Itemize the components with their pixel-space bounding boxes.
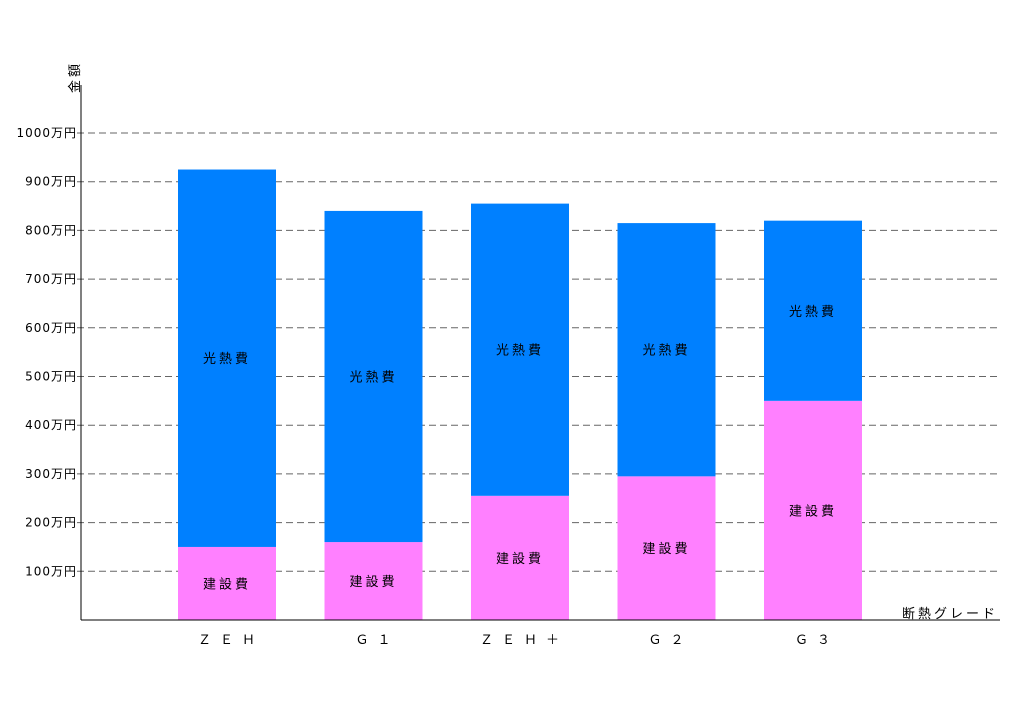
y-tick-label: 400万円 — [25, 418, 77, 432]
y-tick-labels: 100万円 200万円 300万円 400万円 500万円 600万円 700万円 800万円… — [16, 126, 77, 578]
y-tick-label: 700万円 — [25, 272, 77, 286]
y-tick-label: 800万円 — [25, 223, 77, 237]
bar-segment — [764, 220, 862, 401]
y-tick-label: 900万円 — [25, 175, 77, 189]
bar-segment — [178, 169, 276, 547]
x-tick-label: Ｇ３ — [795, 633, 839, 648]
y-axis-title: 金額 — [67, 61, 83, 93]
bar-segment-label: 建設費 — [789, 503, 837, 519]
y-tick-label: 200万円 — [25, 516, 77, 530]
bar-segment — [471, 203, 569, 496]
bar-segment — [324, 542, 423, 620]
bar-segment — [617, 476, 716, 620]
bar-segment-label: 建設費 — [642, 541, 690, 557]
bar-segment — [764, 400, 862, 620]
bar-segment — [617, 223, 716, 477]
bar-segment-label: 建設費 — [496, 551, 544, 567]
y-tick-label: 100万円 — [25, 564, 77, 578]
bar-segment — [178, 546, 276, 620]
bar-segment-label: 光熱費 — [496, 344, 544, 359]
bar-segment-label: 光熱費 — [642, 344, 690, 359]
bars — [178, 169, 862, 620]
x-tick-label: ＺＥＨ — [198, 633, 264, 648]
bar-segment-label: 建設費 — [203, 576, 251, 592]
y-tick-label: 300万円 — [25, 467, 77, 481]
y-tick-label: 600万円 — [25, 321, 77, 335]
bar-segment — [324, 210, 423, 543]
x-tick-label: Ｇ１ — [355, 633, 399, 648]
bar-segment-label: 建設費 — [349, 574, 397, 590]
y-tick-label: 1000万円 — [16, 126, 77, 140]
bar-segment-label: 光熱費 — [789, 305, 837, 320]
x-tick-label: ＺＥＨ＋ — [480, 633, 568, 648]
bar-segment-label: 光熱費 — [203, 352, 251, 367]
x-tick-label: Ｇ２ — [648, 633, 692, 648]
y-tick-label: 500万円 — [25, 370, 77, 384]
x-axis-title: 断熱グレード — [902, 607, 998, 622]
bar-segment — [471, 495, 569, 620]
bar-segment-label: 光熱費 — [349, 371, 397, 386]
x-tick-labels: ＺＥＨ Ｇ１ ＺＥＨ＋ Ｇ２ Ｇ３ — [198, 633, 839, 648]
